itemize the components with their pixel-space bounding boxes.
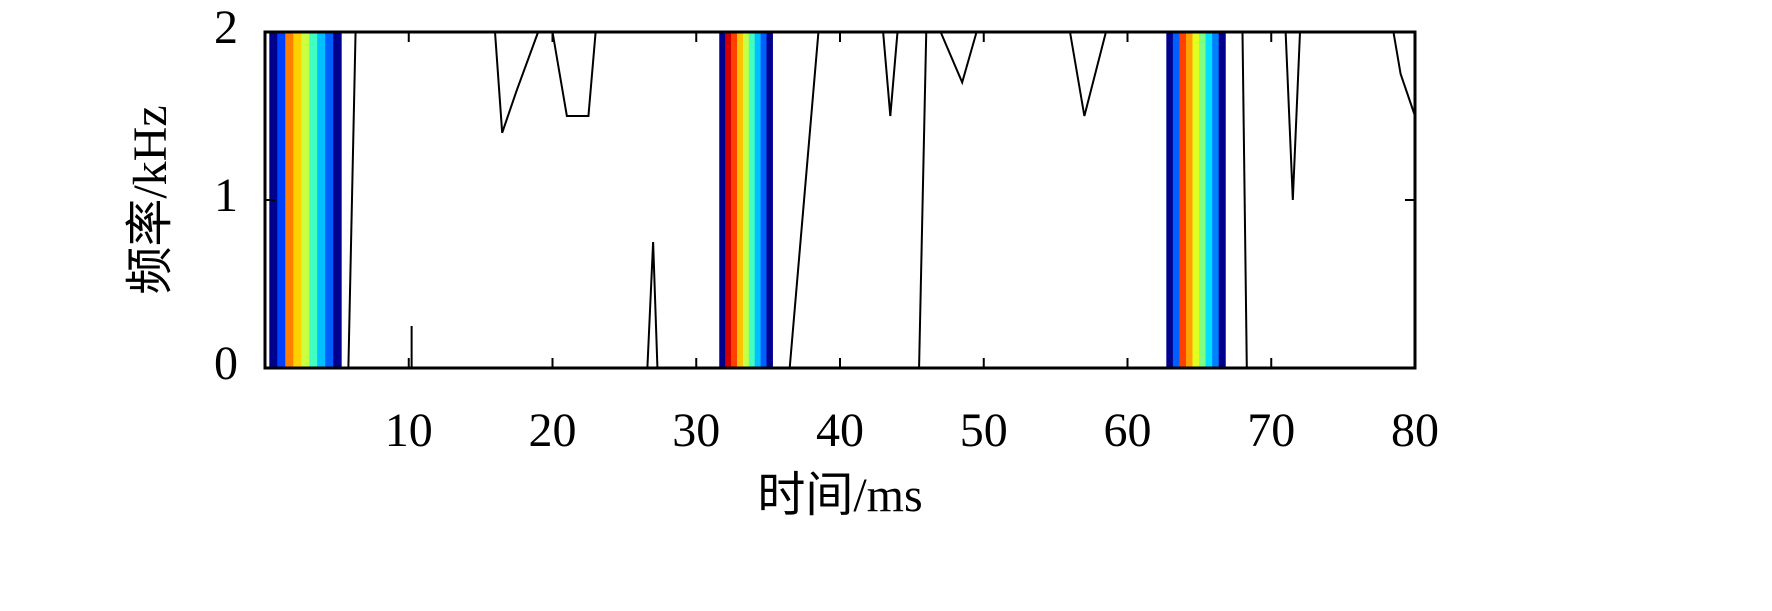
pulse-band [317,32,326,368]
contour-line [882,31,899,117]
pulse-band [748,32,756,368]
x-tick-label: 40 [816,404,864,457]
pulse-band [1185,32,1194,368]
contour-line [1284,31,1301,201]
x-tick-label: 60 [1104,404,1152,457]
pulse-band [1212,32,1220,368]
x-tick-label: 20 [529,404,577,457]
y-tick-label: 0 [214,337,238,390]
pulse-band [285,32,294,368]
pulse-band [742,32,750,368]
y-tick-label: 1 [214,169,238,222]
contour-line [551,31,597,117]
pulse-band [1179,32,1187,368]
pulse-band [1172,32,1180,368]
pulse-band [301,32,310,368]
contour-line [1392,31,1416,117]
y-tick-label: 2 [214,1,238,54]
x-tick-label: 50 [960,404,1008,457]
contour-line [1241,31,1248,369]
x-tick-label: 70 [1247,404,1295,457]
pulse-band [1218,32,1226,368]
contour-line [788,31,820,369]
pulse-band [754,32,762,368]
pulse-band [1205,32,1213,368]
y-axis-title: 频率/kHz [124,105,177,294]
pulse-band [731,32,738,368]
pulse-band [293,32,302,368]
pulse-band [277,32,286,368]
pulse-band [760,32,768,368]
plot-area [269,31,1416,369]
contour-line [918,31,928,369]
contour-line [494,31,540,134]
pulse-band [333,32,342,368]
pulse-band [1192,32,1200,368]
pulse-band [1199,32,1207,368]
pulse-band [1166,32,1174,368]
pulse-band [325,32,334,368]
pulse-band [719,32,726,368]
contour-line [1069,31,1107,117]
contour-line [646,241,659,369]
x-axis-title: 时间/ms [757,469,922,522]
x-tick-label: 10 [385,404,433,457]
pulse-band [725,32,732,368]
pulse-band [766,32,773,368]
pulse-band [309,32,318,368]
contour-line [347,31,357,369]
contour-line [939,31,978,86]
pulse-band [736,32,744,368]
x-tick-label: 80 [1391,404,1439,457]
x-tick-label: 30 [672,404,720,457]
